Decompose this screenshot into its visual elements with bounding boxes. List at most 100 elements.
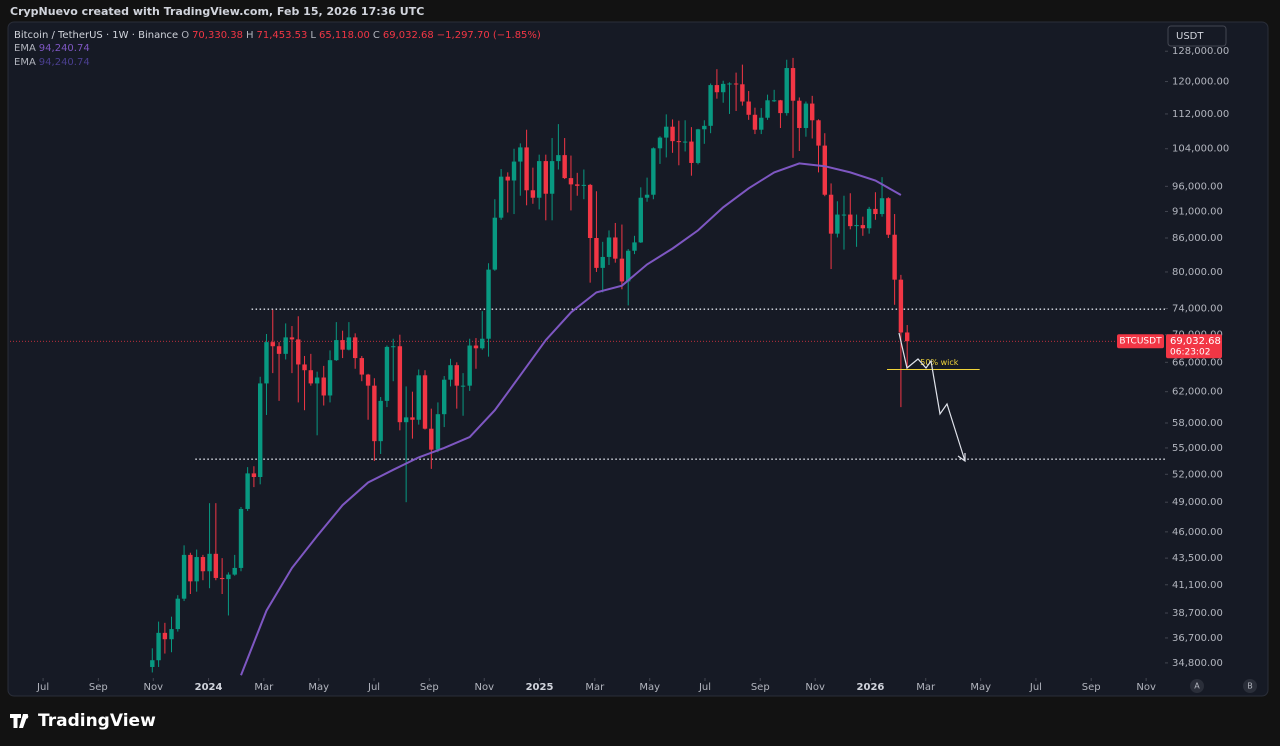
candle-body (562, 155, 567, 179)
ohlc-value: 70,330.38 (192, 30, 243, 41)
x-tick-label: Mar (254, 682, 274, 693)
ohlc-value: 71,453.53 (257, 30, 308, 41)
logo-dot (23, 714, 29, 719)
candle-body (384, 346, 390, 401)
projection-arrow (898, 332, 966, 463)
candle-body (740, 84, 745, 102)
y-tick-label: 41,100.00 (1172, 580, 1223, 591)
scale-button-label[interactable]: B (1247, 682, 1253, 691)
candle-body (575, 184, 580, 186)
candle-body (810, 103, 815, 121)
y-tick-label: 46,000.00 (1172, 527, 1223, 538)
candle-body (568, 178, 574, 185)
candle-body (372, 385, 377, 442)
candle-body (346, 337, 352, 350)
candle-body (848, 214, 853, 227)
indicator-value: 94,240.74 (39, 57, 90, 68)
candle-body (606, 237, 612, 257)
currency-button[interactable] (1167, 25, 1227, 47)
y-tick-label: 36,700.00 (1172, 633, 1223, 644)
y-tick-label: 34,800.00 (1172, 658, 1223, 669)
candle-body (860, 225, 866, 229)
change-value: −1,297.70 (−1.85%) (437, 30, 541, 41)
candle-body (657, 137, 663, 149)
candle-body (257, 383, 263, 478)
x-tick-label: 2025 (526, 682, 554, 693)
scale-button[interactable] (1243, 679, 1257, 693)
price-tag-value: 69,032.68 (1170, 336, 1221, 347)
candle-body (442, 379, 447, 415)
x-tick-label: May (970, 682, 991, 693)
candle-body (327, 360, 333, 396)
scale-button[interactable] (1190, 679, 1204, 693)
candle-body (289, 337, 295, 340)
candle-body (594, 238, 599, 268)
candle-body (536, 161, 542, 198)
scale-button-label[interactable]: A (1194, 682, 1200, 691)
candle-body (518, 147, 523, 162)
candle-body (720, 83, 726, 93)
candle-body (771, 100, 777, 102)
y-tick-label: 43,500.00 (1172, 553, 1223, 564)
candle-body (296, 339, 301, 365)
candle-body (619, 258, 625, 282)
candle-body (467, 345, 472, 386)
x-tick-label: Sep (1082, 682, 1101, 693)
x-tick-label: Sep (751, 682, 770, 693)
indicator-value: 94,240.74 (39, 43, 90, 54)
y-tick-label: 62,000.00 (1172, 387, 1223, 398)
y-tick-label: 104,000.00 (1172, 144, 1229, 155)
candle-body (480, 338, 485, 349)
candle-body (308, 370, 314, 384)
candle-body (784, 68, 789, 114)
candle-body (511, 161, 517, 181)
candle-body (778, 100, 783, 114)
candle-body (302, 364, 307, 371)
y-tick-label: 52,000.00 (1172, 469, 1223, 480)
candle-body (340, 340, 345, 350)
x-tick-label: Sep (420, 682, 439, 693)
indicator-name: EMA (14, 57, 36, 68)
candle-body (866, 208, 872, 229)
currency-button-label[interactable]: USDT (1176, 31, 1204, 42)
x-tick-label: Jul (36, 682, 49, 693)
candle-body (543, 161, 549, 194)
symbol-title: Bitcoin / TetherUS · 1W · Binance (14, 30, 178, 41)
y-tick-label: 58,000.00 (1172, 418, 1223, 429)
candle-body (226, 574, 231, 580)
candle-body (334, 340, 339, 361)
candle-body (150, 660, 155, 667)
ema-line (240, 162, 902, 676)
candle-body (283, 337, 288, 354)
annotation-text: 50% wick (920, 358, 958, 367)
ohlc-label: O (181, 30, 189, 41)
y-tick-label: 91,000.00 (1172, 206, 1223, 217)
ohlc-label: C (373, 30, 380, 41)
candle-body (270, 342, 275, 347)
logo-mark (10, 714, 28, 728)
candle-body (505, 176, 510, 181)
x-tick-label: Nov (805, 682, 825, 693)
candle-body (682, 141, 688, 143)
candle-body (892, 234, 897, 280)
candle-body (695, 129, 701, 163)
ohlc-value: 65,118.00 (319, 30, 370, 41)
y-tick-label: 74,000.00 (1172, 304, 1223, 315)
candle-body (613, 237, 618, 259)
candle-body (689, 141, 694, 163)
candle-body (492, 217, 498, 270)
candle-body (790, 68, 796, 101)
candle-body (448, 365, 453, 380)
candle-body (175, 598, 180, 630)
y-tick-label: 55,000.00 (1172, 443, 1223, 454)
x-tick-label: May (639, 682, 660, 693)
candle-body (904, 332, 910, 342)
candle-body (200, 557, 206, 572)
ohlc-label: H (246, 30, 254, 41)
candle-body (391, 346, 396, 348)
candle-body (828, 194, 834, 234)
candle-body (213, 553, 219, 578)
header-text: CrypNuevo created with TradingView.com, … (10, 5, 424, 18)
candle-body (194, 557, 199, 582)
candle-body (638, 197, 643, 243)
